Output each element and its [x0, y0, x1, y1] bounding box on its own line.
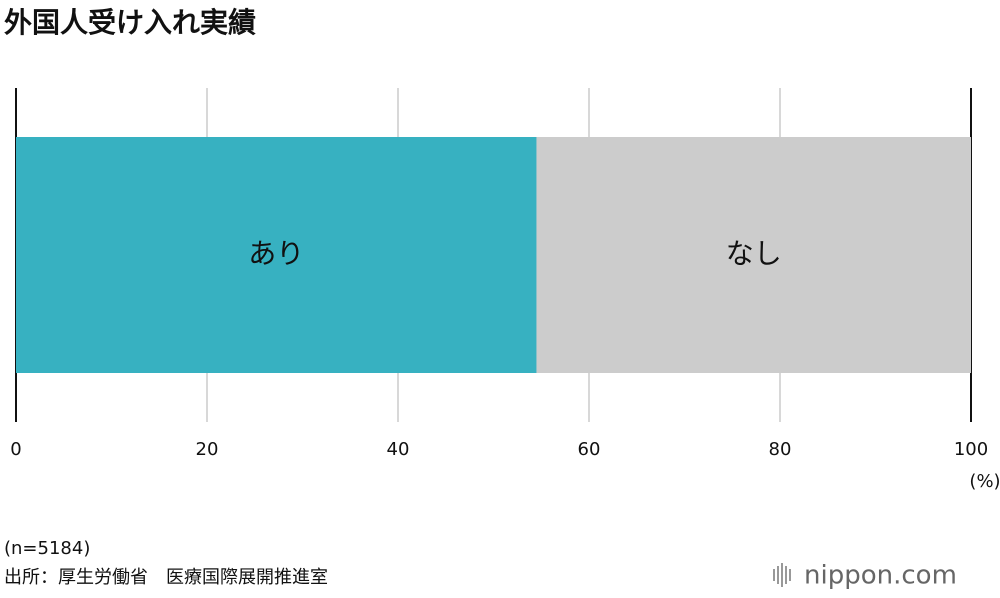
note: (n=5184) — [4, 538, 90, 559]
x-tick-label: 40 — [387, 439, 410, 460]
x-tick-label: 60 — [578, 439, 601, 460]
bar-segment — [536, 137, 971, 373]
x-unit: (%) — [969, 471, 1000, 492]
x-tick-label: 20 — [196, 439, 219, 460]
segment-label: なし — [726, 237, 782, 270]
chart-title: 外国人受け入れ実績 — [4, 6, 256, 39]
x-tick-label: 0 — [10, 439, 21, 460]
bar-segment — [16, 137, 537, 373]
logo: nippon.com — [804, 561, 957, 591]
source: 出所：厚生労働省 医療国際展開推進室 — [4, 567, 328, 588]
segment-label: あり — [248, 237, 304, 270]
logo-mark — [773, 563, 791, 587]
x-tick-label: 80 — [769, 439, 792, 460]
x-tick-label: 100 — [954, 439, 988, 460]
